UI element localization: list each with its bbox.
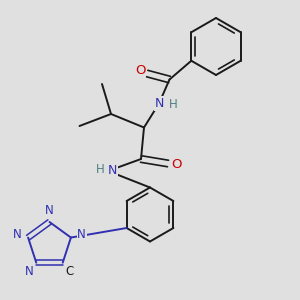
Text: N: N — [154, 97, 164, 110]
Text: N: N — [77, 227, 86, 241]
Text: N: N — [45, 204, 54, 217]
Text: H: H — [96, 163, 105, 176]
Text: C: C — [65, 266, 74, 278]
Text: H: H — [169, 98, 178, 112]
Text: O: O — [171, 158, 182, 172]
Text: O: O — [135, 64, 146, 77]
Text: N: N — [25, 266, 34, 278]
Text: N: N — [108, 164, 117, 178]
Text: N: N — [13, 227, 22, 241]
